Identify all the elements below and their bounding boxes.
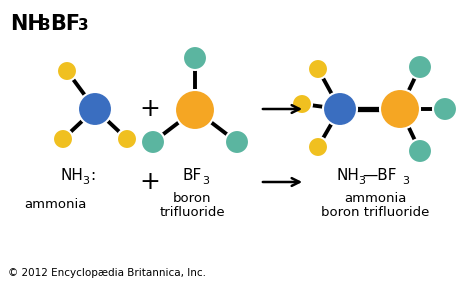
Text: 3: 3 [402, 176, 410, 186]
Text: trifluoride: trifluoride [159, 206, 225, 218]
Circle shape [323, 92, 357, 126]
Circle shape [117, 129, 137, 149]
Text: BF: BF [50, 14, 80, 34]
Text: © 2012 Encyclopædia Britannica, Inc.: © 2012 Encyclopædia Britannica, Inc. [8, 268, 206, 278]
Text: 3: 3 [82, 176, 90, 186]
Circle shape [57, 61, 77, 81]
Circle shape [292, 94, 312, 114]
Text: ammonia: ammonia [24, 197, 86, 210]
Text: :: : [91, 168, 96, 183]
Circle shape [308, 137, 328, 157]
Text: boron trifluoride: boron trifluoride [321, 206, 429, 218]
Text: NH: NH [10, 14, 45, 34]
Text: +: + [139, 97, 160, 121]
Circle shape [78, 92, 112, 126]
Text: +: + [139, 170, 160, 194]
Text: 3: 3 [358, 176, 365, 186]
Circle shape [53, 129, 73, 149]
Circle shape [175, 90, 215, 130]
Circle shape [308, 59, 328, 79]
Circle shape [380, 89, 420, 129]
Text: 3: 3 [78, 18, 89, 33]
Circle shape [408, 55, 432, 79]
Circle shape [183, 46, 207, 70]
Circle shape [225, 130, 249, 154]
Circle shape [433, 97, 457, 121]
Circle shape [408, 139, 432, 163]
Text: BF: BF [182, 168, 201, 183]
Text: boron: boron [173, 193, 211, 206]
Text: ammonia: ammonia [344, 193, 406, 206]
Circle shape [141, 130, 165, 154]
Text: —BF: —BF [363, 168, 397, 183]
Text: 3: 3 [40, 18, 51, 33]
Text: NH: NH [337, 168, 359, 183]
Text: NH: NH [61, 168, 83, 183]
Text: 3: 3 [202, 176, 210, 186]
